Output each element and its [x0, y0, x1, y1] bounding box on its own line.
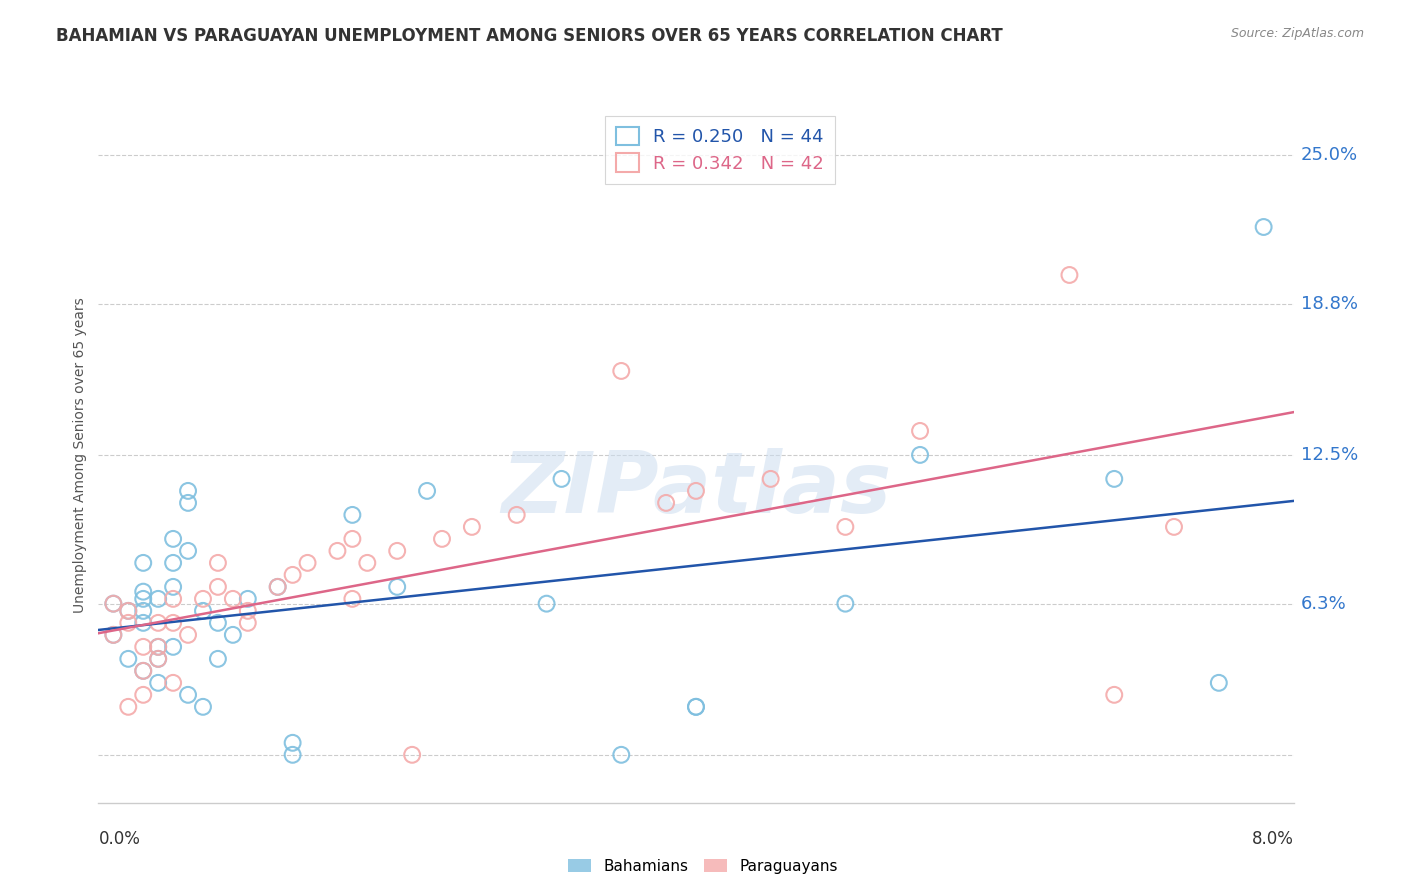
Point: [103, 597, 125, 611]
Point: [1102, 472, 1125, 486]
Point: [132, 615, 155, 630]
Point: [550, 472, 572, 486]
Text: 12.5%: 12.5%: [1301, 446, 1358, 464]
Point: [162, 615, 184, 630]
Point: [297, 556, 319, 570]
Point: [148, 615, 170, 630]
Point: [103, 597, 125, 611]
Point: [177, 544, 200, 558]
Point: [148, 591, 170, 606]
Point: [385, 544, 409, 558]
Text: Source: ZipAtlas.com: Source: ZipAtlas.com: [1230, 27, 1364, 40]
Legend: R = 0.250   N = 44, R = 0.342   N = 42: R = 0.250 N = 44, R = 0.342 N = 42: [605, 116, 835, 184]
Point: [177, 688, 200, 702]
Point: [281, 747, 304, 762]
Point: [132, 640, 155, 654]
Point: [834, 597, 856, 611]
Point: [132, 556, 155, 570]
Point: [177, 628, 200, 642]
Point: [117, 604, 139, 618]
Point: [207, 615, 229, 630]
Text: ZIPatlas: ZIPatlas: [501, 448, 891, 532]
Point: [1253, 219, 1275, 234]
Point: [342, 532, 364, 546]
Point: [222, 628, 245, 642]
Point: [342, 508, 364, 522]
Point: [177, 483, 200, 498]
Point: [207, 580, 229, 594]
Point: [356, 556, 378, 570]
Point: [342, 591, 364, 606]
Point: [536, 597, 558, 611]
Point: [610, 747, 633, 762]
Point: [685, 483, 707, 498]
Point: [401, 747, 423, 762]
Point: [281, 736, 304, 750]
Point: [236, 615, 259, 630]
Point: [132, 584, 155, 599]
Text: 6.3%: 6.3%: [1301, 595, 1347, 613]
Point: [655, 496, 678, 510]
Point: [148, 652, 170, 666]
Point: [685, 699, 707, 714]
Point: [1208, 676, 1230, 690]
Point: [148, 676, 170, 690]
Point: [191, 699, 214, 714]
Point: [207, 556, 229, 570]
Point: [236, 591, 259, 606]
Point: [506, 508, 529, 522]
Point: [117, 604, 139, 618]
Point: [162, 676, 184, 690]
Text: BAHAMIAN VS PARAGUAYAN UNEMPLOYMENT AMONG SENIORS OVER 65 YEARS CORRELATION CHAR: BAHAMIAN VS PARAGUAYAN UNEMPLOYMENT AMON…: [56, 27, 1002, 45]
Point: [908, 448, 931, 462]
Point: [191, 604, 214, 618]
Point: [281, 567, 304, 582]
Point: [222, 591, 245, 606]
Text: 0.0%: 0.0%: [98, 830, 141, 847]
Point: [326, 544, 349, 558]
Point: [461, 520, 484, 534]
Point: [117, 615, 139, 630]
Point: [908, 424, 931, 438]
Text: 18.8%: 18.8%: [1301, 294, 1358, 313]
Point: [207, 652, 229, 666]
Point: [148, 640, 170, 654]
Legend: Bahamians, Paraguayans: Bahamians, Paraguayans: [562, 853, 844, 880]
Point: [162, 591, 184, 606]
Point: [385, 580, 409, 594]
Point: [132, 591, 155, 606]
Y-axis label: Unemployment Among Seniors over 65 years: Unemployment Among Seniors over 65 years: [73, 297, 87, 613]
Point: [132, 688, 155, 702]
Point: [1102, 688, 1125, 702]
Point: [834, 520, 856, 534]
Point: [610, 364, 633, 378]
Point: [162, 556, 184, 570]
Point: [1059, 268, 1081, 282]
Point: [162, 640, 184, 654]
Point: [162, 580, 184, 594]
Point: [148, 652, 170, 666]
Point: [685, 699, 707, 714]
Point: [236, 604, 259, 618]
Point: [1163, 520, 1185, 534]
Point: [148, 640, 170, 654]
Point: [191, 591, 214, 606]
Point: [117, 699, 139, 714]
Point: [103, 628, 125, 642]
Point: [267, 580, 290, 594]
Text: 25.0%: 25.0%: [1301, 146, 1358, 164]
Point: [430, 532, 453, 546]
Point: [117, 652, 139, 666]
Point: [162, 532, 184, 546]
Point: [177, 496, 200, 510]
Point: [132, 664, 155, 678]
Point: [132, 664, 155, 678]
Point: [103, 628, 125, 642]
Point: [416, 483, 439, 498]
Point: [267, 580, 290, 594]
Point: [132, 604, 155, 618]
Text: 8.0%: 8.0%: [1251, 830, 1294, 847]
Point: [759, 472, 782, 486]
